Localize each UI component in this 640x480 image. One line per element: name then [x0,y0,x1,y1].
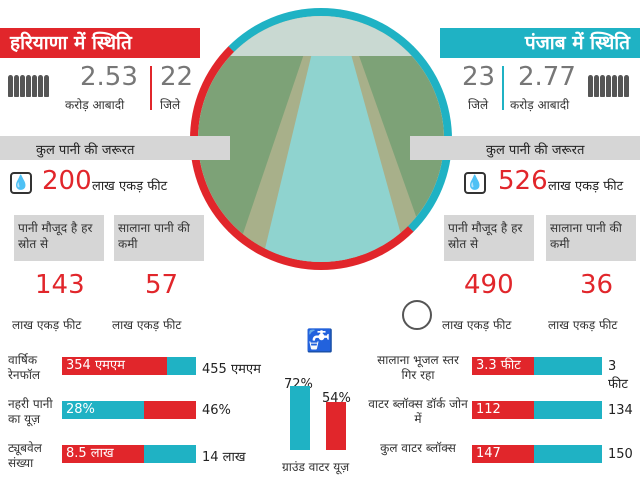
punjab-dark-bar: 112 [472,401,534,419]
haryana-shortage-unit: लाख एकड़ फीट [112,318,182,332]
punjab-shortage-unit: लाख एकड़ फीट [548,318,618,332]
ground-water-teal-bar [290,386,310,450]
punjab-population-label: करोड़ आबादी [510,98,570,112]
haryana-available-unit: लाख एकड़ फीट [12,318,82,332]
haryana-population-label: करोड़ आबादी [65,98,125,112]
haryana-rain-bar: 354 एमएम [62,357,167,375]
punjab-need-title: कुल पानी की जरूरत [486,143,585,158]
haryana-shortage-label: सालाना पानी की कमी [118,221,190,251]
haryana-population-value: 2.53 [80,62,138,92]
haryana-need-value: 200 [42,166,92,196]
haryana-available-box [14,215,104,261]
haryana-rain-end: 455 एमएम [202,362,261,377]
water-drop-icon: 💧 [464,172,486,194]
people-icon [588,75,629,97]
haryana-need-unit: लाख एकड़ फीट [92,179,168,194]
punjab-population-value: 2.77 [518,62,576,92]
punjab-need-header [410,136,640,160]
haryana-canal-end: 46% [202,403,231,418]
haryana-tube-bar: 8.5 लाख [62,445,144,463]
punjab-total-label: कुल वाटर ब्लॉक्स [380,441,456,455]
haryana-shortage-value: 57 [145,270,179,300]
haryana-canal-bar: 28% [62,401,144,419]
haryana-districts-label: जिले [160,98,181,112]
punjab-shortage-value: 36 [580,270,614,300]
punjab-districts-label: जिले [468,98,489,112]
punjab-need-value: 526 [498,166,548,196]
canal-illustration [198,16,444,262]
punjab-available-box [444,215,534,261]
punjab-fall-bar: 3.3 फीट [472,357,534,375]
punjab-shortage-box [546,215,636,261]
punjab-shortage-label: सालाना पानी की कमी [550,221,622,251]
punjab-title: पंजाब में स्थिति [440,28,640,58]
punjab-fall-end: 3 फीट [608,359,628,392]
punjab-total-bar: 147 [472,445,534,463]
punjab-available-value: 490 [464,270,514,300]
punjab-need-unit: लाख एकड़ फीट [548,179,624,194]
ground-water-label: ग्राउंड वाटर यूज़ [282,460,350,474]
water-source-icon [402,300,432,330]
punjab-dark-end: 134 [608,403,633,418]
haryana-districts-value: 22 [160,62,194,92]
punjab-fall-label: सालाना भूजल स्तर गिर रहा [377,353,459,382]
punjab-total-end: 150 [608,447,633,462]
punjab-available-unit: लाख एकड़ फीट [442,318,512,332]
haryana-need-header [0,136,230,160]
punjab-available-label: पानी मौजूद है हर स्रोत से [448,221,523,251]
canal-photo [190,8,452,270]
people-icon [8,75,49,97]
haryana-canal-label: नहरी पानी का यूज़ [8,397,53,426]
haryana-need-title: कुल पानी की जरूरत [36,143,135,158]
haryana-shortage-box [114,215,204,261]
haryana-available-value: 143 [35,270,85,300]
haryana-tube-label: ट्यूबवेल संख्या [8,441,42,470]
divider [502,66,504,110]
ground-water-red-bar [326,402,346,450]
haryana-rain-label: वार्षिक रेनफॉल [8,353,41,382]
punjab-dark-label: वाटर ब्लॉक्स डॉर्क जोन में [368,397,468,426]
water-drop-icon: 💧 [10,172,32,194]
haryana-available-label: पानी मौजूद है हर स्रोत से [18,221,93,251]
punjab-districts-value: 23 [462,62,496,92]
ground-water-icon: 🚰 [306,329,334,354]
haryana-tube-end: 14 लाख [202,450,246,465]
haryana-title: हरियाणा में स्थिति [0,28,200,58]
divider [150,66,152,110]
